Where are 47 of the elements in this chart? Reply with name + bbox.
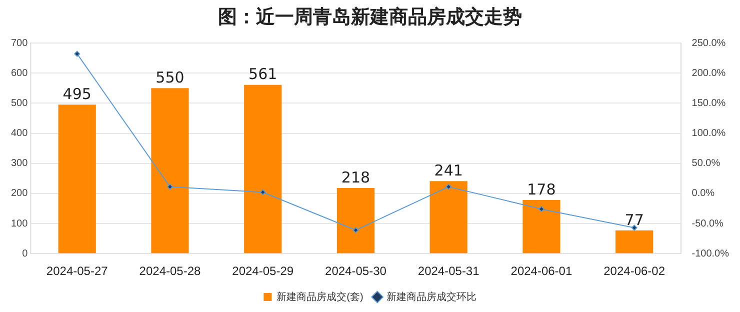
y-tick-label: 600 <box>10 68 28 79</box>
y-tick-label: 0 <box>22 248 28 260</box>
y2-tick-label: 0.0% <box>692 188 715 200</box>
x-tick-label: 2024-05-29 <box>232 264 294 278</box>
bar <box>336 188 375 254</box>
bar <box>244 84 282 254</box>
data-label: 218 <box>341 168 370 186</box>
point <box>74 50 80 57</box>
data-label: 550 <box>156 68 184 87</box>
data-label: 178 <box>527 180 556 198</box>
y-tick-label: 300 <box>10 158 28 170</box>
x-tick-label: 2024-05-31 <box>418 264 480 278</box>
y2-tick-label: 50.0% <box>692 158 720 170</box>
legend-label: 新建商品房成交(套) <box>276 290 364 303</box>
y2-tick-label: 200.0% <box>692 68 726 79</box>
x-tick-label: 2024-06-02 <box>604 264 666 278</box>
x-tick-label: 2024-05-30 <box>325 264 387 278</box>
y2-tick-label: -100.0% <box>692 248 730 260</box>
x-tick-label: 2024-05-27 <box>46 264 108 278</box>
y-tick-label: 700 <box>10 38 28 49</box>
point <box>538 206 544 212</box>
point <box>166 184 173 190</box>
legend-label: 新建商品房成交环比 <box>386 290 476 303</box>
y-tick-label: 100 <box>10 218 28 230</box>
y-tick-label: 200 <box>10 188 28 200</box>
y2-tick-label: 250.0% <box>692 38 726 49</box>
x-tick-label: 2024-06-01 <box>510 264 572 278</box>
y2-tick-label: 150.0% <box>692 98 726 109</box>
data-label: 561 <box>248 65 278 84</box>
y2-tick-label: 100.0% <box>692 128 726 140</box>
x-tick-label: 2024-05-28 <box>139 264 201 278</box>
point <box>260 189 266 196</box>
bar <box>151 88 189 254</box>
bar <box>430 181 468 254</box>
point <box>631 224 638 231</box>
bar <box>616 230 654 254</box>
point <box>446 184 452 190</box>
point <box>352 227 359 234</box>
data-label: 77 <box>624 210 644 229</box>
chart-title: 图：近一周青岛新建商品房成交走势 <box>217 5 523 30</box>
y2-tick-label: -50.0% <box>692 218 724 230</box>
y-tick-label: 400 <box>10 128 28 140</box>
data-label: 495 <box>62 85 92 104</box>
bar <box>522 200 560 254</box>
bar <box>58 104 96 254</box>
y-tick-label: 500 <box>10 98 28 109</box>
data-label: 241 <box>434 161 463 180</box>
